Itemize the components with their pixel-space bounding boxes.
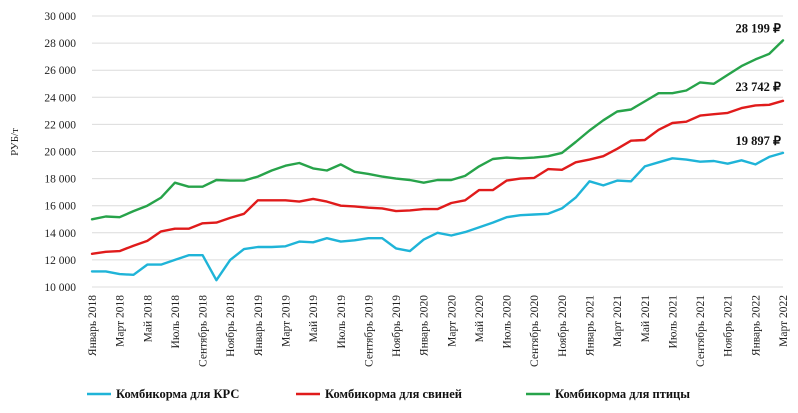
y-tick-label: 28 000 (44, 38, 76, 50)
x-tick-label: Январь 2018 (87, 295, 99, 356)
end-value-label: 19 897 ₽ (736, 134, 783, 148)
x-tick-label: Июль 2021 (667, 295, 679, 349)
y-tick-label: 26 000 (44, 65, 76, 77)
end-value-labels: 19 897 ₽ 23 742 ₽ 28 199 ₽ (736, 21, 783, 147)
x-tick-label: Май 2021 (640, 295, 652, 343)
x-tick-label: Сентябрь 2018 (198, 295, 210, 367)
x-tick-label: Март 2019 (280, 295, 292, 347)
y-tick-label: 12 000 (44, 255, 76, 267)
x-tick-label: Март 2018 (115, 295, 127, 347)
x-tick-label: Январь 2020 (419, 295, 431, 356)
x-tick-label: Май 2020 (474, 295, 486, 343)
x-tick-label: Ноябрь 2021 (723, 295, 735, 357)
legend-label: Комбикорма для КРС (116, 387, 239, 401)
y-tick-label: 14 000 (44, 228, 76, 240)
series-line (90, 39, 785, 221)
series-line (90, 151, 785, 282)
y-axis-ticks: 10 000 12 000 14 000 16 000 18 000 20 000 22 0… (44, 11, 76, 294)
x-tick-label: Июль 2018 (170, 295, 182, 349)
y-tick-label: 22 000 (44, 119, 76, 131)
x-tick-label: Июль 2019 (336, 295, 348, 349)
x-tick-label: Май 2019 (308, 295, 320, 343)
x-tick-label: Март 2021 (612, 295, 624, 347)
x-tick-label: Март 2020 (446, 295, 458, 347)
y-tick-label: 10 000 (44, 282, 76, 294)
x-tick-label: Ноябрь 2018 (225, 295, 237, 357)
x-tick-label: Январь 2021 (585, 295, 597, 356)
gridlines (92, 15, 783, 288)
series-lines (90, 39, 785, 282)
x-tick-label: Ноябрь 2019 (391, 295, 403, 357)
x-tick-label: Январь 2019 (253, 295, 265, 356)
x-tick-label: Ноябрь 2020 (557, 295, 569, 357)
legend-label: Комбикорма для свиней (325, 387, 462, 401)
legend-label: Комбикорма для птицы (555, 387, 690, 401)
y-tick-label: 16 000 (44, 201, 76, 213)
x-tick-label: Сентябрь 2021 (695, 295, 707, 367)
x-axis-ticks: Январь 2018 Март 2018 Май 2018 Июль 2018 Сен… (87, 295, 790, 367)
y-axis-label: РУБ/т (9, 128, 21, 156)
x-tick-label: Май 2018 (142, 295, 154, 343)
x-tick-label: Январь 2022 (750, 295, 762, 356)
series-line (90, 99, 785, 255)
x-tick-label: Июль 2020 (502, 295, 514, 349)
y-tick-label: 20 000 (44, 147, 76, 159)
end-value-label: 23 742 ₽ (736, 80, 783, 94)
y-tick-label: 18 000 (44, 174, 76, 186)
y-tick-label: 30 000 (44, 11, 76, 23)
legend: Комбикорма для КРС Комбикорма для свиней К… (87, 387, 690, 401)
x-tick-label: Март 2022 (778, 295, 790, 347)
y-tick-label: 24 000 (44, 92, 76, 104)
end-value-label: 28 199 ₽ (736, 21, 783, 35)
x-tick-label: Сентябрь 2019 (363, 295, 375, 367)
x-tick-label: Сентябрь 2020 (529, 295, 541, 367)
